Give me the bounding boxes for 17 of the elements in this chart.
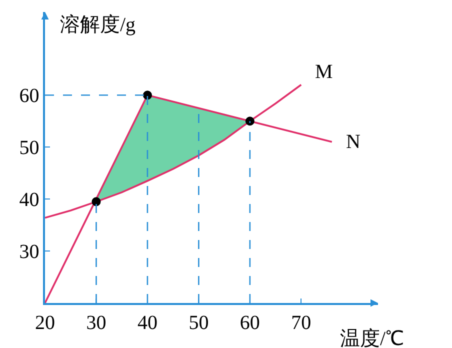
x-tick-label: 60 [240,312,260,334]
x-tick-label: 70 [291,312,312,334]
point [92,197,101,206]
series-label: N [346,131,360,153]
point [245,116,254,126]
x-tick-label: 50 [188,312,209,334]
point [142,90,152,100]
y-tick-label: 50 [19,137,40,160]
y-tick-label: 60 [19,85,40,108]
x-tick-label: 20 [35,312,55,334]
x-tick-label: 30 [86,312,106,334]
x-axis-title: 温度/℃ [340,328,404,348]
y-axis-title: 溶解度/g [60,14,136,36]
y-tick-label: 40 [19,189,40,212]
series-label: M [315,61,333,83]
x-tick-label: 40 [137,312,158,334]
y-tick-label: 30 [19,241,40,264]
